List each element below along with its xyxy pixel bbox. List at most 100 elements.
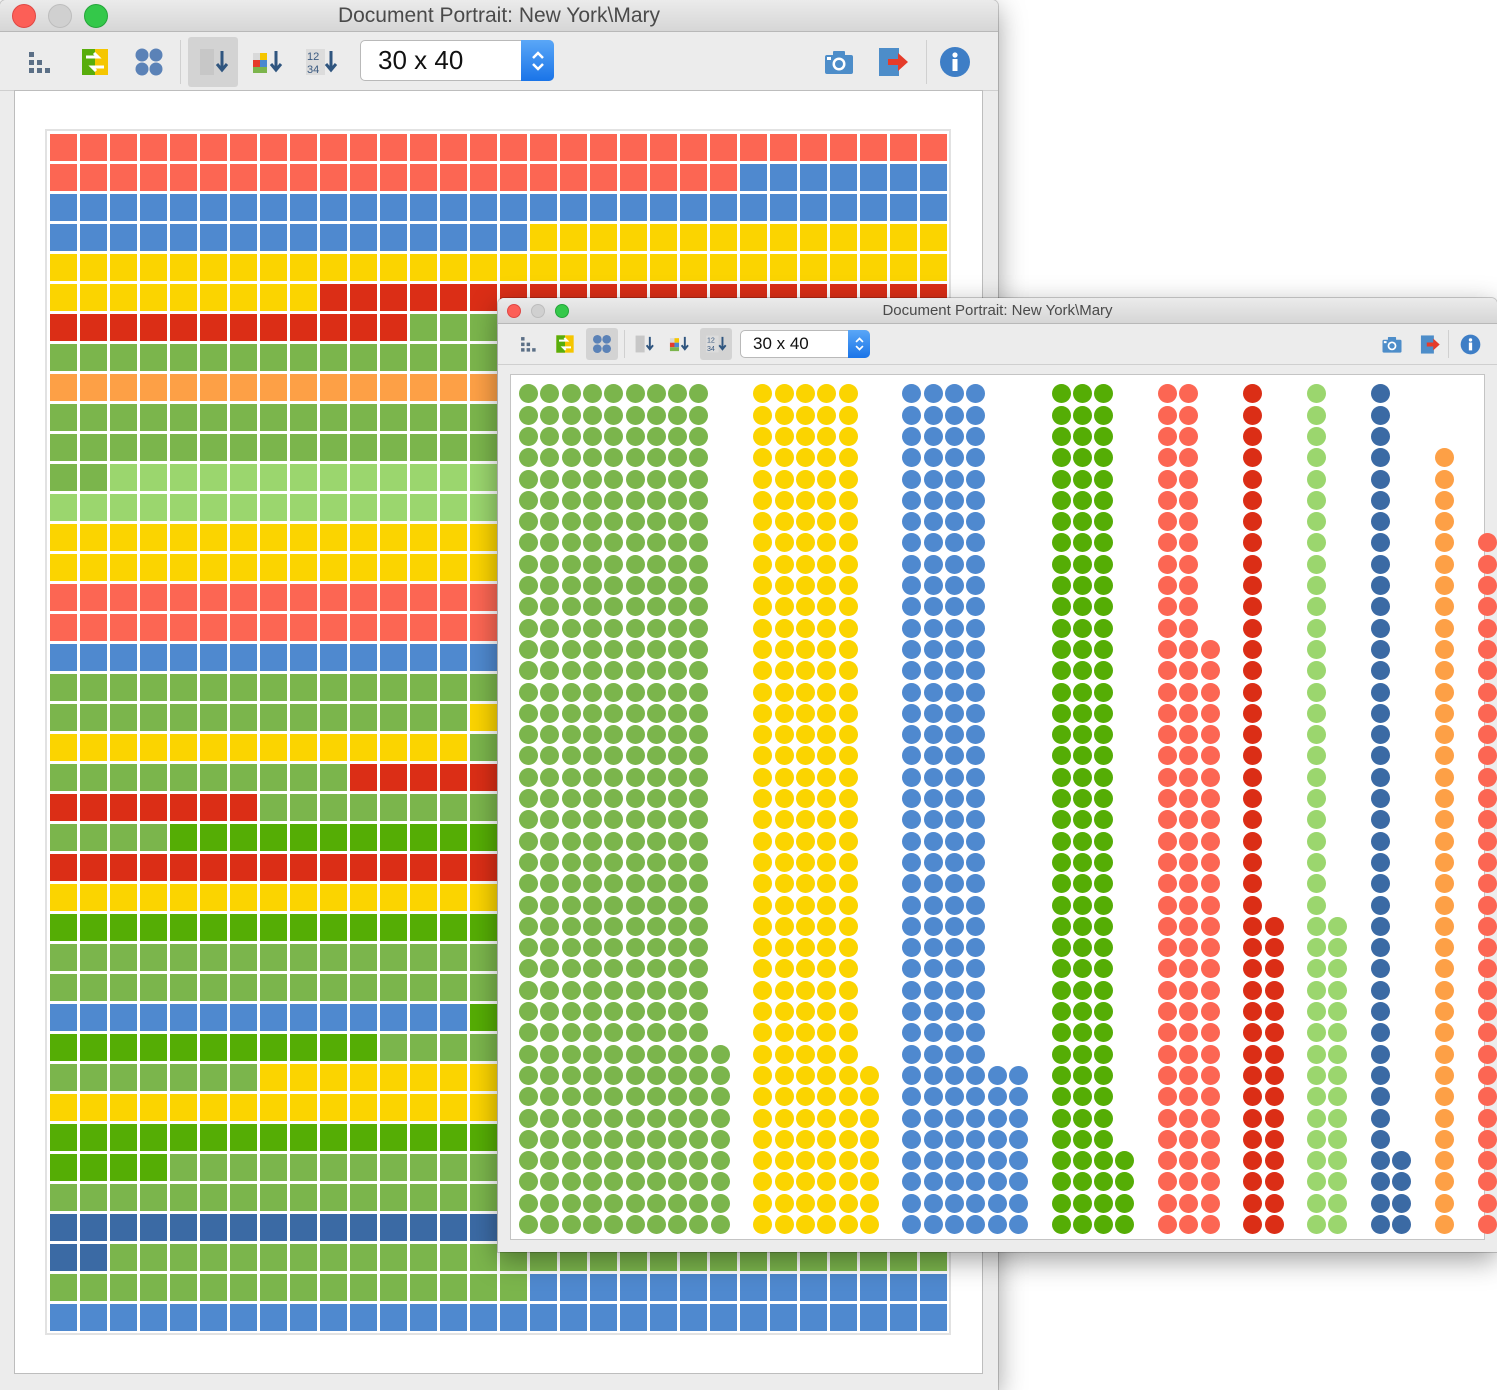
portrait-dot[interactable]: [1371, 1065, 1390, 1085]
portrait-dot[interactable]: [582, 618, 602, 638]
grid-cell[interactable]: [80, 1124, 107, 1151]
portrait-dot[interactable]: [625, 384, 645, 404]
grid-cell[interactable]: [290, 824, 317, 851]
portrait-dot[interactable]: [774, 448, 794, 468]
grid-cell[interactable]: [350, 524, 377, 551]
grid-cell[interactable]: [380, 464, 407, 491]
portrait-dot[interactable]: [582, 789, 602, 808]
portrait-dot[interactable]: [1200, 938, 1220, 958]
portrait-dot[interactable]: [1477, 533, 1497, 553]
portrait-dot[interactable]: [1434, 618, 1454, 638]
grid-cell[interactable]: [50, 434, 77, 461]
portrait-dot[interactable]: [540, 405, 560, 425]
grid-cell[interactable]: [350, 1244, 377, 1271]
grid-cell[interactable]: [800, 194, 827, 221]
portrait-dot[interactable]: [838, 852, 858, 872]
grid-cell[interactable]: [80, 494, 107, 521]
grid-cell[interactable]: [590, 1274, 617, 1301]
grid-cell[interactable]: [110, 1214, 137, 1241]
portrait-dot[interactable]: [668, 490, 688, 510]
portrait-dot[interactable]: [753, 1193, 773, 1213]
portrait-dot[interactable]: [561, 1002, 581, 1021]
portrait-dot[interactable]: [646, 810, 666, 830]
portrait-dot[interactable]: [1094, 874, 1114, 894]
grid-cell[interactable]: [260, 1124, 287, 1151]
portrait-dot[interactable]: [519, 959, 538, 979]
grid-cell[interactable]: [170, 1154, 197, 1181]
portrait-dot[interactable]: [668, 1065, 688, 1085]
portrait-dot[interactable]: [689, 810, 709, 830]
portrait-dot[interactable]: [966, 1129, 986, 1149]
grid-cell[interactable]: [230, 884, 257, 911]
grid-cell[interactable]: [380, 284, 407, 311]
portrait-dot[interactable]: [646, 426, 666, 446]
grid-cell[interactable]: [50, 914, 77, 941]
title-bar[interactable]: Document Portrait: New York\Mary: [498, 298, 1497, 324]
grid-cell[interactable]: [440, 1154, 467, 1181]
portrait-dot[interactable]: [1477, 725, 1497, 745]
grid-cell[interactable]: [470, 884, 497, 911]
grid-cell[interactable]: [110, 1304, 137, 1331]
portrait-dot[interactable]: [966, 852, 986, 872]
portrait-dot[interactable]: [859, 1172, 879, 1192]
grid-cell[interactable]: [200, 974, 227, 1001]
portrait-dot[interactable]: [540, 895, 560, 915]
grid-cell[interactable]: [290, 374, 317, 401]
portrait-dot[interactable]: [561, 746, 581, 766]
portrait-dot[interactable]: [923, 1002, 943, 1021]
grid-cell[interactable]: [500, 1304, 527, 1331]
portrait-dot[interactable]: [945, 1044, 964, 1064]
portrait-dot[interactable]: [561, 1087, 581, 1107]
portrait-dot[interactable]: [1307, 1129, 1327, 1149]
grid-cell[interactable]: [410, 614, 437, 641]
portrait-dot[interactable]: [604, 639, 624, 659]
portrait-dot[interactable]: [625, 554, 645, 574]
portrait-dot[interactable]: [774, 789, 794, 808]
portrait-dot[interactable]: [604, 1193, 624, 1213]
grid-cell[interactable]: [200, 344, 227, 371]
portrait-dot[interactable]: [646, 725, 666, 745]
portrait-dot[interactable]: [668, 980, 688, 1000]
portrait-dot[interactable]: [1307, 618, 1327, 638]
grid-cell[interactable]: [470, 1124, 497, 1151]
portrait-dot[interactable]: [923, 1023, 943, 1043]
portrait-dot[interactable]: [561, 448, 581, 468]
portrait-dot[interactable]: [753, 895, 773, 915]
portrait-dot[interactable]: [945, 1002, 964, 1021]
portrait-dot[interactable]: [923, 661, 943, 681]
portrait-dot[interactable]: [689, 725, 709, 745]
grid-cell[interactable]: [260, 734, 287, 761]
portrait-dot[interactable]: [625, 682, 645, 702]
portrait-dot[interactable]: [540, 469, 560, 489]
grid-cell[interactable]: [560, 134, 587, 161]
portrait-dot[interactable]: [817, 1129, 837, 1149]
portrait-dot[interactable]: [582, 767, 602, 787]
grid-cell[interactable]: [290, 314, 317, 341]
portrait-dot[interactable]: [1307, 895, 1327, 915]
portrait-dot[interactable]: [902, 1215, 922, 1234]
portrait-dot[interactable]: [1477, 1023, 1497, 1043]
portrait-dot[interactable]: [1371, 490, 1390, 510]
portrait-dot[interactable]: [795, 554, 815, 574]
portrait-dot[interactable]: [774, 852, 794, 872]
portrait-dot[interactable]: [795, 533, 815, 553]
grid-cell[interactable]: [380, 374, 407, 401]
grid-cell[interactable]: [230, 644, 257, 671]
portrait-dot[interactable]: [902, 1023, 922, 1043]
portrait-dot[interactable]: [710, 1108, 730, 1128]
portrait-dot[interactable]: [1158, 1023, 1177, 1043]
portrait-dot[interactable]: [1115, 1193, 1135, 1213]
portrait-dot[interactable]: [1307, 426, 1327, 446]
portrait-dot[interactable]: [646, 1151, 666, 1171]
grid-cell[interactable]: [500, 194, 527, 221]
portrait-dot[interactable]: [1243, 661, 1263, 681]
portrait-dot[interactable]: [1094, 597, 1114, 617]
portrait-dot[interactable]: [966, 916, 986, 936]
grid-cell[interactable]: [170, 1094, 197, 1121]
portrait-dot[interactable]: [561, 789, 581, 808]
grid-cell[interactable]: [170, 1064, 197, 1091]
grid-cell[interactable]: [440, 314, 467, 341]
grid-cell[interactable]: [380, 1274, 407, 1301]
grid-cell[interactable]: [200, 494, 227, 521]
grid-cell[interactable]: [80, 614, 107, 641]
